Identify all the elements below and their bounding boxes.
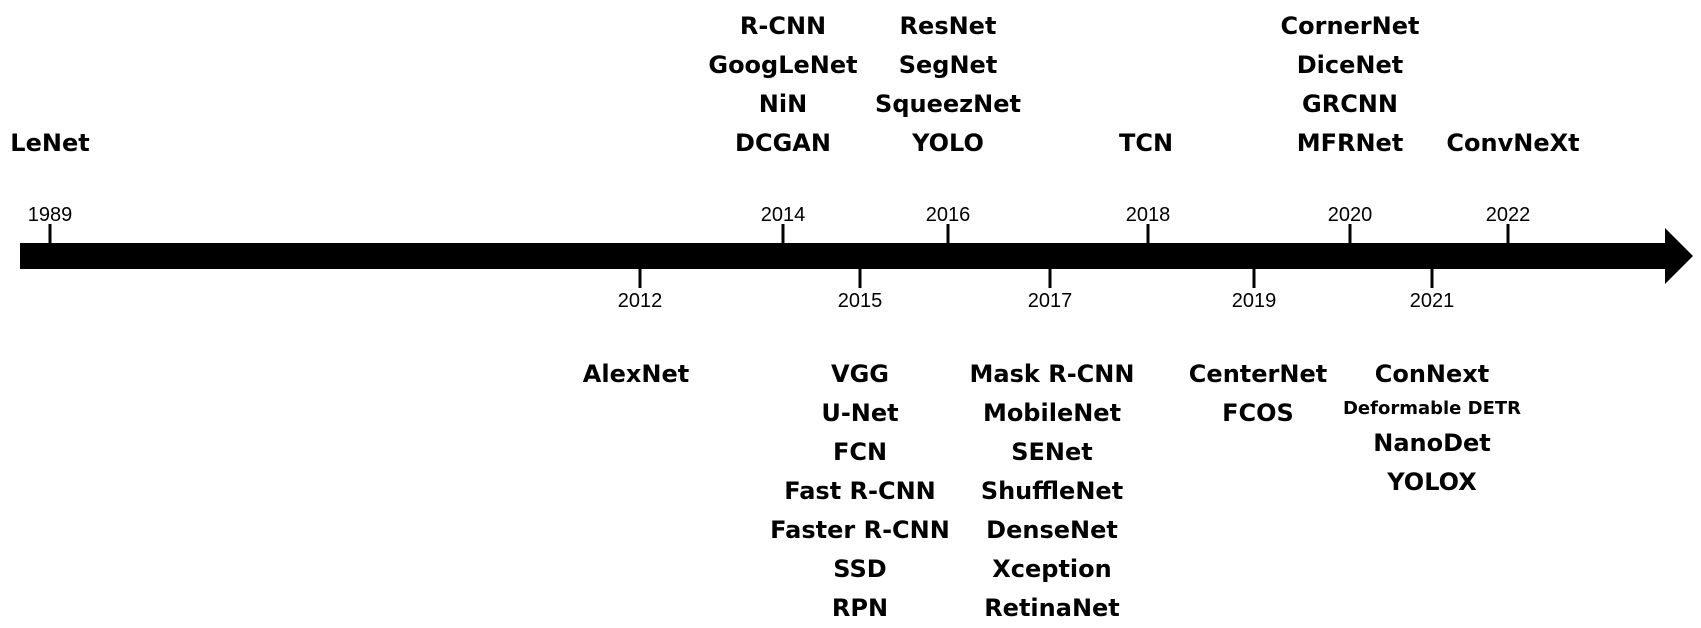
model-label-xception: Xception (992, 555, 1112, 583)
model-label-dcgan: DCGAN (735, 129, 831, 157)
tick-group (48, 224, 1510, 288)
model-label-vgg: VGG (831, 360, 889, 388)
model-label-u-net: U-Net (821, 399, 899, 427)
model-label-shufflenet: ShuffleNet (980, 477, 1124, 505)
model-label-fcn: FCN (832, 438, 888, 466)
model-label-rpn: RPN (831, 594, 889, 622)
year-label-2012: 2012 (617, 290, 663, 312)
model-label-deformable-detr: Deformable DETR (1342, 398, 1522, 419)
model-label-convnext: ConvNeXt (1446, 129, 1580, 157)
year-label-1989: 1989 (27, 204, 73, 226)
model-label-googlenet: GoogLeNet (708, 51, 858, 79)
model-label-dicenet: DiceNet (1296, 51, 1404, 79)
model-label-grcnn: GRCNN (1302, 90, 1398, 118)
model-label-squeeznet: SqueezNet (875, 90, 1021, 118)
model-label-tcn: TCN (1118, 129, 1174, 157)
model-label-connext: ConNext (1374, 360, 1490, 388)
model-group-2015: VGG U-Net FCN Fast R-CNN Faster R-CNN SSD RPN (770, 355, 950, 628)
model-label-faster-r-cnn: Faster R-CNN (770, 516, 950, 544)
model-label-ssd: SSD (833, 555, 887, 583)
model-group-2017: Mask R-CNN MobileNet SENet ShuffleNet DenseN… (970, 355, 1135, 628)
model-label-yolo: YOLO (912, 129, 984, 157)
model-label-segnet: SegNet (898, 51, 998, 79)
model-group-2018: TCN (1119, 124, 1173, 163)
year-label-2018: 2018 (1125, 204, 1171, 226)
year-label-2021: 2021 (1409, 290, 1455, 312)
model-label-alexnet: AlexNet (582, 360, 690, 388)
year-label-2017: 2017 (1027, 290, 1073, 312)
year-label-2022: 2022 (1485, 204, 1531, 226)
model-label-retinanet: RetinaNet (984, 594, 1120, 622)
year-label-2014: 2014 (760, 204, 806, 226)
model-group-1989: LeNet (10, 124, 89, 163)
model-group-2016: ResNet SegNet SqueezNet YOLO (875, 7, 1021, 163)
model-label-centernet: CenterNet (1188, 360, 1328, 388)
model-label-densenet: DenseNet (986, 516, 1118, 544)
model-label-resnet: ResNet (899, 12, 997, 40)
model-label-fcos: FCOS (1222, 399, 1294, 427)
model-label-mfrnet: MFRNet (1296, 129, 1404, 157)
year-label-2019: 2019 (1231, 290, 1277, 312)
model-label-r-cnn: R-CNN (739, 12, 827, 40)
model-group-2019: CenterNet FCOS (1189, 355, 1327, 433)
model-label-mobilenet: MobileNet (982, 399, 1122, 427)
model-group-2014: R-CNN GoogLeNet NiN DCGAN (708, 7, 857, 163)
model-label-mask-r-cnn: Mask R-CNN (969, 360, 1135, 388)
model-label-senet: SENet (1011, 438, 1093, 466)
model-group-2020: CornerNet DiceNet GRCNN MFRNet (1281, 7, 1420, 163)
year-label-2016: 2016 (925, 204, 971, 226)
model-label-nanodet: NanoDet (1373, 429, 1491, 457)
model-label-cornernet: CornerNet (1280, 12, 1420, 40)
model-label-lenet: LeNet (10, 129, 90, 157)
year-label-2015: 2015 (837, 290, 883, 312)
model-group-2022: ConvNeXt (1446, 124, 1579, 163)
year-label-2020: 2020 (1327, 204, 1373, 226)
model-group-2012: AlexNet (583, 355, 689, 394)
model-label-yolox: YOLOX (1387, 468, 1477, 496)
model-group-2021: ConNext Deformable DETR NanoDet YOLOX (1343, 355, 1521, 502)
model-label-fast-r-cnn: Fast R-CNN (784, 477, 936, 505)
timeline-arrow (20, 228, 1693, 284)
model-label-nin: NiN (758, 90, 808, 118)
